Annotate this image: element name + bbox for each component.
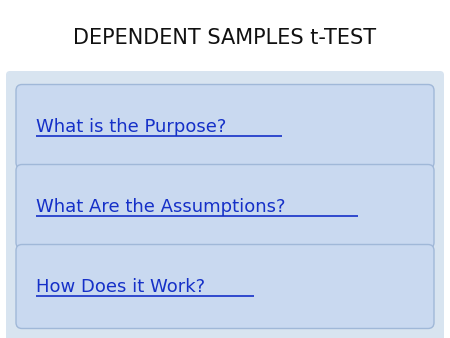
Text: DEPENDENT SAMPLES t-TEST: DEPENDENT SAMPLES t-TEST (73, 28, 377, 48)
FancyBboxPatch shape (16, 244, 434, 329)
FancyBboxPatch shape (16, 84, 434, 169)
FancyBboxPatch shape (6, 71, 444, 338)
Text: How Does it Work?: How Does it Work? (36, 277, 205, 295)
Text: What is the Purpose?: What is the Purpose? (36, 118, 226, 136)
FancyBboxPatch shape (16, 165, 434, 248)
Text: What Are the Assumptions?: What Are the Assumptions? (36, 197, 285, 216)
